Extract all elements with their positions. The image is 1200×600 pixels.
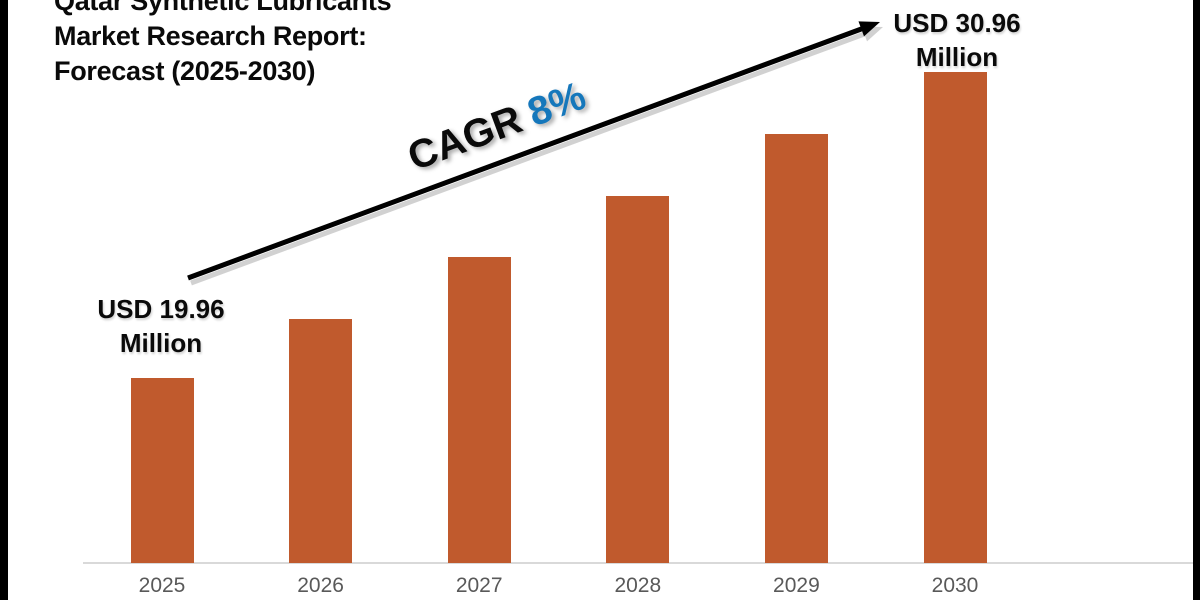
cagr-label: CAGR [402,97,528,180]
x-tick-2025: 2025 [138,574,186,597]
start-value-unit: Million [119,328,203,358]
x-tick-2030: 2030 [931,574,979,597]
start-value-label: USD 19.96 Million [97,292,224,360]
bar-2027 [447,257,511,563]
bar-2025 [130,378,194,563]
chart-title-line-3: Forecast (2025-2030) [54,56,316,86]
start-value-amount: USD 19.96 [97,294,225,324]
end-value-unit: Million [915,42,999,72]
cagr-annotation: CAGR8% [402,74,592,181]
bar-2030 [923,72,987,563]
x-tick-2026: 2026 [297,574,344,597]
x-tick-2028: 2028 [614,574,662,597]
x-tick-2027: 2027 [455,574,503,597]
cagr-value: 8% [522,73,592,136]
chart-title-line-2: Market Research Report: [54,21,367,51]
chart-title: Qatar Synthetic Lubricants Market Resear… [54,0,392,89]
x-tick-2029: 2029 [773,574,820,597]
left-letterbox-bar [0,0,8,600]
bar-2028 [606,196,670,563]
chart-title-line-1: Qatar Synthetic Lubricants [54,0,392,16]
bar-2026 [289,319,353,563]
right-letterbox-bar [1193,0,1200,600]
x-axis-line [83,562,1193,564]
bar-2029 [764,134,828,563]
end-value-label: USD 30.96 Million [893,6,1020,74]
end-value-amount: USD 30.96 [893,8,1021,38]
